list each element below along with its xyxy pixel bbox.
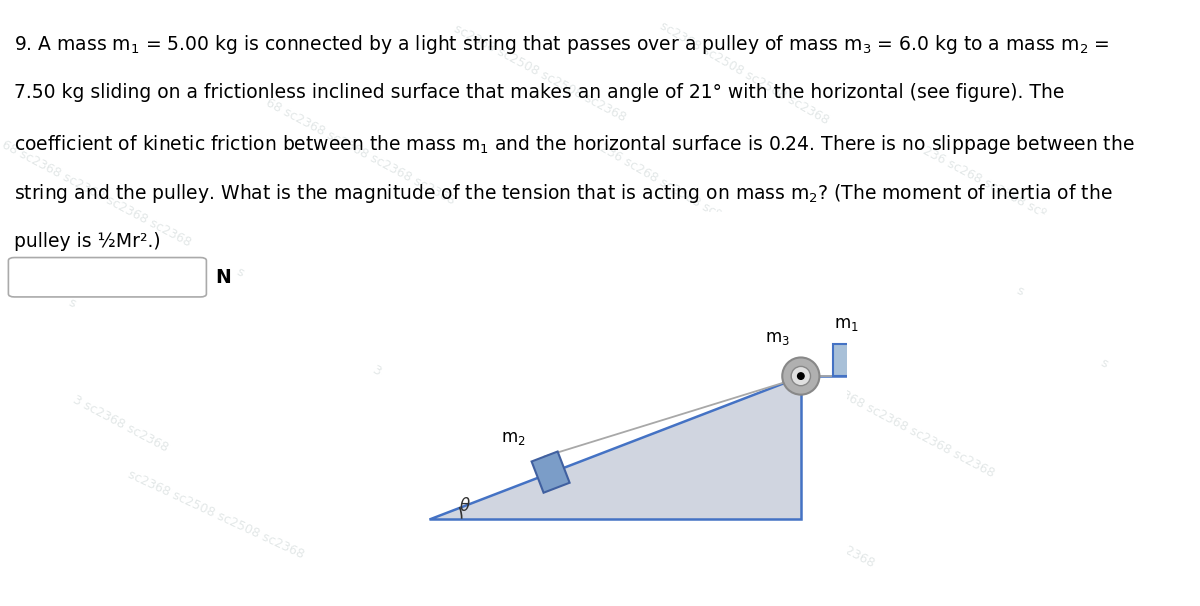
FancyBboxPatch shape [378,207,852,565]
Text: s: s [1014,284,1026,298]
Text: $\theta$: $\theta$ [460,497,472,515]
Text: sc2368 sc2508 sc2508 sc2368: sc2368 sc2508 sc2508 sc2368 [126,468,306,562]
Text: N: N [215,268,230,287]
Text: 68 sez368 sc2368 sc2368 sc2368: 68 sez368 sc2368 sc2368 sc2368 [804,369,996,479]
Text: s: s [66,296,78,310]
Circle shape [791,367,810,386]
Text: pulley is ½Mr².): pulley is ½Mr².) [14,232,161,251]
Text: 3 sc2368 sc2368: 3 sc2368 sc2368 [370,363,470,425]
Text: m$_2$: m$_2$ [502,428,526,447]
Text: s: s [234,265,246,280]
Text: m$_3$: m$_3$ [766,329,790,347]
FancyBboxPatch shape [8,258,206,297]
Text: m$_1$: m$_1$ [834,315,858,333]
Text: coefficient of kinetic friction between the mass m$_1$ and the horizontal surfac: coefficient of kinetic friction between … [14,133,1135,156]
Text: 68 sc2368 sc2368 sc2368 sc2368: 68 sc2368 sc2368 sc2368 sc2368 [263,96,457,207]
Text: 236 sc268 sc2368 scº: 236 sc268 sc2368 scº [598,142,722,222]
Text: string and the pulley. What is the magnitude of the tension that is acting on ma: string and the pulley. What is the magni… [14,182,1112,205]
FancyBboxPatch shape [833,344,859,376]
Polygon shape [532,451,570,493]
Circle shape [798,373,804,379]
Text: sc2368 sc2508 sc2508 sc2368: sc2368 sc2508 sc2508 sc2368 [451,22,629,124]
Text: 68 sez368 sc2368 sc2368 sc2368: 68 sez368 sc2368 sc2368 sc2368 [684,460,876,570]
Text: 236 sc268 sc2368 scº: 236 sc268 sc2368 scº [920,144,1048,220]
Polygon shape [430,376,800,519]
Text: sc2368 sc2508 sc2508 sc2368: sc2368 sc2508 sc2508 sc2368 [658,19,830,127]
Text: s: s [1098,356,1110,371]
Text: 68 sc2368 sc2368 sc2368 sc2368: 68 sc2368 sc2368 sc2368 sc2368 [0,138,193,250]
Text: 3 sc2368 sc2368: 3 sc2368 sc2368 [70,393,170,455]
Text: 7.50 kg sliding on a frictionless inclined surface that makes an angle of 21° wi: 7.50 kg sliding on a frictionless inclin… [14,83,1064,102]
Text: 9. A mass m$_1$ = 5.00 kg is connected by a light string that passes over a pull: 9. A mass m$_1$ = 5.00 kg is connected b… [14,33,1110,56]
Circle shape [782,358,820,395]
